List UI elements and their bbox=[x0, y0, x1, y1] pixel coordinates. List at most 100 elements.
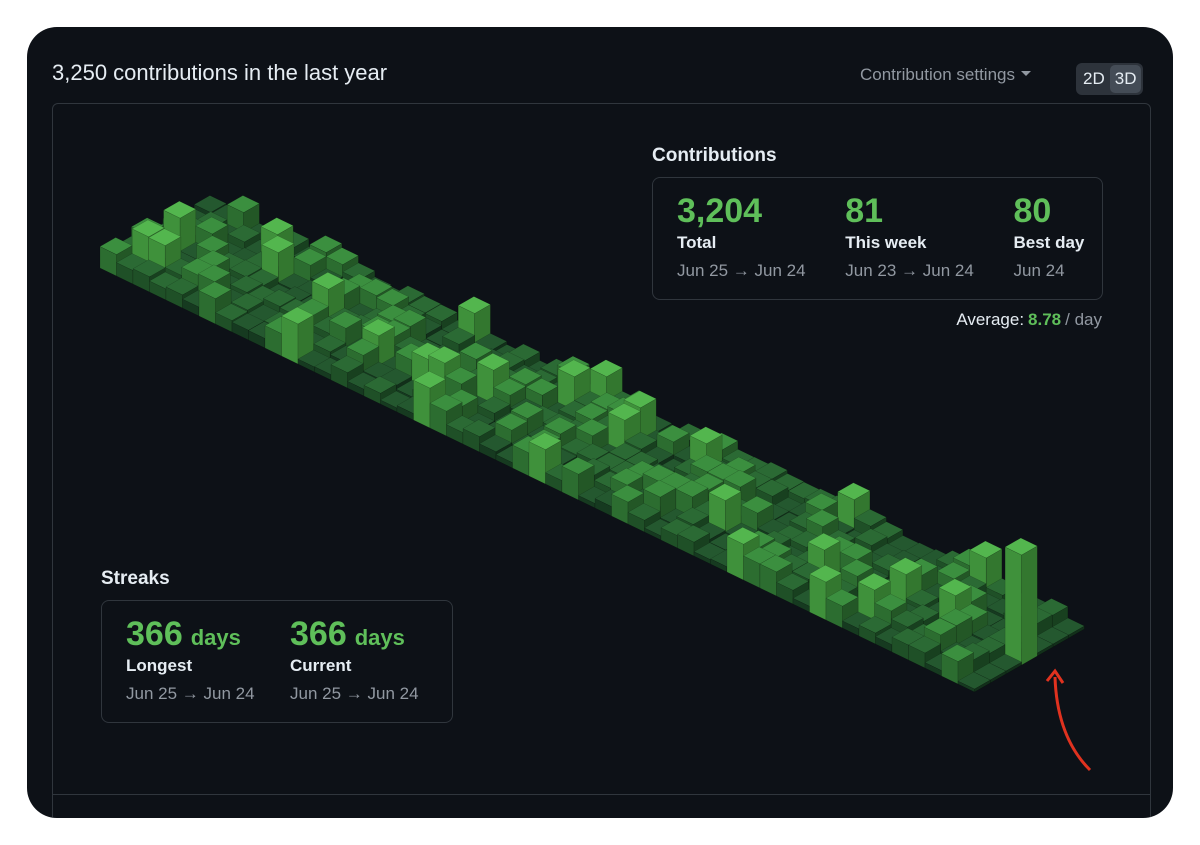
stat-range: Jun 25 → Jun 24 bbox=[677, 261, 806, 280]
average-label: Average: bbox=[956, 310, 1025, 329]
cube-side bbox=[1021, 545, 1038, 666]
cube-top bbox=[325, 247, 359, 265]
cube-top bbox=[214, 303, 249, 321]
streak-unit: days bbox=[190, 625, 241, 650]
cube-top bbox=[973, 662, 1007, 681]
streak-value: 366 bbox=[126, 615, 183, 653]
cube-top bbox=[807, 532, 841, 551]
cube-top bbox=[905, 589, 939, 607]
cube-top bbox=[805, 509, 840, 527]
cube-top bbox=[723, 469, 757, 488]
streak-value-row: 366 days bbox=[126, 615, 266, 654]
cube-side bbox=[281, 315, 299, 365]
cube-top bbox=[311, 271, 345, 290]
toggle-3d[interactable]: 3D bbox=[1109, 65, 1142, 93]
view-toggle: 2D 3D bbox=[1076, 63, 1144, 95]
streak-label: Current bbox=[290, 656, 352, 675]
stat-range: Jun 23 → Jun 24 bbox=[845, 261, 974, 280]
cube-top bbox=[740, 495, 774, 514]
streaks-heading: Streaks bbox=[101, 568, 170, 589]
stat-label: Total bbox=[677, 233, 717, 252]
cube-top bbox=[494, 412, 528, 431]
cube-top bbox=[1035, 626, 1070, 645]
stat: 3,204 Total Jun 25 → Jun 24 bbox=[653, 178, 821, 299]
cube-top bbox=[427, 345, 462, 364]
average-unit: / day bbox=[1065, 310, 1102, 329]
cube-top bbox=[623, 390, 657, 409]
streak: 366 days Longest Jun 25 → Jun 24 bbox=[102, 601, 266, 722]
cube-top bbox=[676, 524, 711, 543]
cube-top bbox=[675, 479, 709, 498]
cube-top bbox=[839, 542, 873, 561]
cube-top bbox=[755, 479, 789, 497]
cube-top bbox=[226, 195, 260, 213]
cube-top bbox=[261, 235, 295, 253]
settings-menu[interactable]: Contribution settings bbox=[860, 65, 1031, 85]
streaks-box: 366 days Longest Jun 25 → Jun 24 366 days Curr… bbox=[101, 600, 453, 723]
streak-value-row: 366 days bbox=[290, 615, 430, 654]
streak-range: Jun 25 → Jun 24 bbox=[126, 684, 255, 703]
stat-label: This week bbox=[845, 233, 927, 252]
streak-range: Jun 25 → Jun 24 bbox=[290, 684, 419, 703]
cube-top bbox=[359, 278, 393, 296]
cube-top bbox=[197, 264, 231, 283]
cube-top bbox=[969, 540, 1003, 559]
cube-top bbox=[412, 370, 447, 389]
title: 3,250 contributions in the last year bbox=[52, 60, 388, 85]
cube-top bbox=[363, 375, 397, 394]
cube-top bbox=[330, 355, 364, 373]
cube-top bbox=[840, 559, 874, 577]
cube-top bbox=[260, 217, 294, 235]
streak-label: Longest bbox=[126, 656, 193, 675]
stat-value: 3,204 bbox=[677, 192, 763, 230]
cube-top bbox=[837, 482, 871, 501]
cube-top bbox=[476, 352, 510, 371]
cube-top bbox=[508, 367, 543, 385]
cube-top bbox=[193, 195, 227, 213]
cube-top bbox=[478, 434, 513, 452]
cube-top bbox=[656, 424, 690, 443]
cube-top bbox=[854, 528, 888, 546]
streak-value: 366 bbox=[290, 615, 347, 653]
average-value: 8.78 bbox=[1028, 310, 1062, 329]
separator bbox=[52, 794, 1151, 795]
cube-top bbox=[775, 572, 810, 591]
cube-top bbox=[510, 401, 544, 419]
cube-top bbox=[608, 442, 642, 461]
cube-top bbox=[759, 554, 793, 573]
cube-top bbox=[939, 608, 973, 626]
cube-top bbox=[607, 403, 642, 421]
cube-top bbox=[708, 483, 742, 501]
cube-top bbox=[1004, 537, 1038, 556]
cube-top bbox=[557, 359, 591, 378]
cube-top bbox=[742, 546, 777, 565]
toggle-2d[interactable]: 2D bbox=[1083, 69, 1105, 88]
cube-top bbox=[262, 289, 297, 307]
cube-top bbox=[890, 609, 924, 628]
cube-top bbox=[923, 617, 957, 636]
cube-top bbox=[429, 393, 463, 412]
cube-top bbox=[1051, 617, 1085, 636]
cube-top bbox=[229, 275, 264, 293]
stat-label: Best day bbox=[1013, 233, 1085, 252]
cube-top bbox=[726, 526, 760, 545]
cube-top bbox=[328, 311, 363, 329]
cube-top bbox=[163, 200, 197, 219]
cube-top bbox=[441, 327, 476, 345]
contributions-heading: Contributions bbox=[652, 145, 777, 166]
cube-top bbox=[689, 426, 723, 445]
cube-top bbox=[393, 309, 427, 327]
cube-top bbox=[528, 432, 562, 450]
cube-top bbox=[957, 671, 991, 690]
cube-top bbox=[309, 235, 343, 253]
average: Average: 8.78/ day bbox=[956, 310, 1102, 330]
cube-top bbox=[643, 479, 677, 498]
cube-top bbox=[857, 572, 891, 591]
cube-top bbox=[198, 281, 232, 299]
cube-top bbox=[148, 228, 182, 246]
cube-top bbox=[195, 216, 229, 235]
cube-top bbox=[938, 578, 972, 597]
cube-top bbox=[907, 635, 942, 654]
cube-top bbox=[477, 396, 511, 414]
